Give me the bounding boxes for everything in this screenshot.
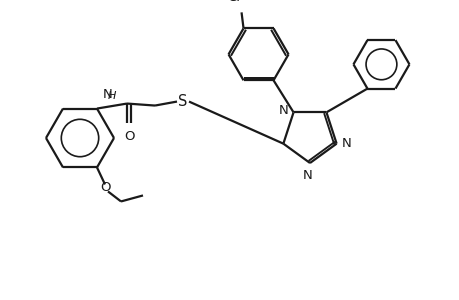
Text: H: H xyxy=(107,91,116,101)
Text: N: N xyxy=(341,137,351,150)
Text: O: O xyxy=(101,181,111,194)
Text: Cl: Cl xyxy=(227,0,240,4)
Text: N: N xyxy=(302,169,312,182)
Text: N: N xyxy=(278,104,288,117)
Text: N: N xyxy=(103,88,112,101)
Text: S: S xyxy=(178,94,187,109)
Text: O: O xyxy=(124,130,135,142)
